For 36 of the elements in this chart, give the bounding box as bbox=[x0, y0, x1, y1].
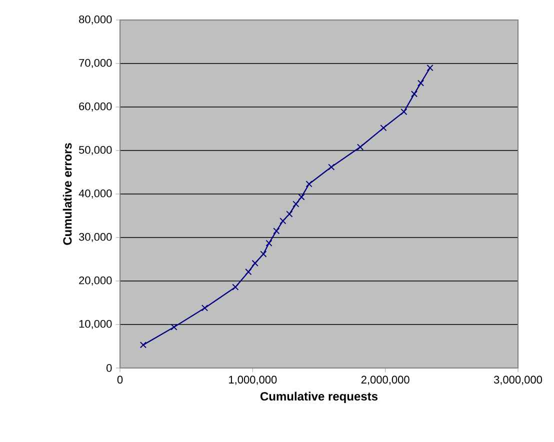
y-tick-label: 60,000 bbox=[79, 102, 112, 112]
point bbox=[140, 342, 147, 348]
x-tick-label: 3,000,000 bbox=[494, 376, 542, 385]
point bbox=[417, 80, 424, 86]
point bbox=[260, 250, 267, 258]
point bbox=[286, 210, 293, 218]
y-tick-label: 70,000 bbox=[79, 58, 112, 68]
point bbox=[380, 124, 387, 132]
point bbox=[298, 194, 305, 200]
x-axis-title: Cumulative requests bbox=[260, 392, 378, 403]
point bbox=[356, 144, 364, 150]
point bbox=[201, 304, 208, 312]
point bbox=[280, 218, 286, 224]
point bbox=[273, 228, 280, 234]
point bbox=[252, 260, 258, 266]
y-axis-title: Cumulative errors bbox=[62, 143, 72, 245]
y-tick-label: 20,000 bbox=[79, 276, 112, 286]
y-tick-label: 30,000 bbox=[78, 232, 112, 242]
point bbox=[328, 164, 335, 170]
y-tick-label: 40,000 bbox=[78, 189, 112, 199]
x-tick-label: 0 bbox=[117, 376, 123, 384]
y-tick-label: 80,000 bbox=[79, 15, 112, 25]
x-tick-label: 1,000,000 bbox=[229, 376, 277, 385]
y-tick-label: 10,000 bbox=[79, 320, 112, 330]
y-tick-label: 0 bbox=[106, 364, 112, 372]
y-tick-label: 50,000 bbox=[78, 146, 112, 156]
x-tick-label: 2,000,000 bbox=[361, 376, 410, 385]
point bbox=[232, 284, 239, 290]
point bbox=[170, 324, 178, 330]
point bbox=[410, 90, 418, 98]
point bbox=[400, 108, 408, 116]
point bbox=[292, 200, 300, 208]
point bbox=[266, 240, 272, 246]
point bbox=[426, 64, 434, 72]
point bbox=[306, 180, 312, 188]
point bbox=[245, 268, 252, 276]
